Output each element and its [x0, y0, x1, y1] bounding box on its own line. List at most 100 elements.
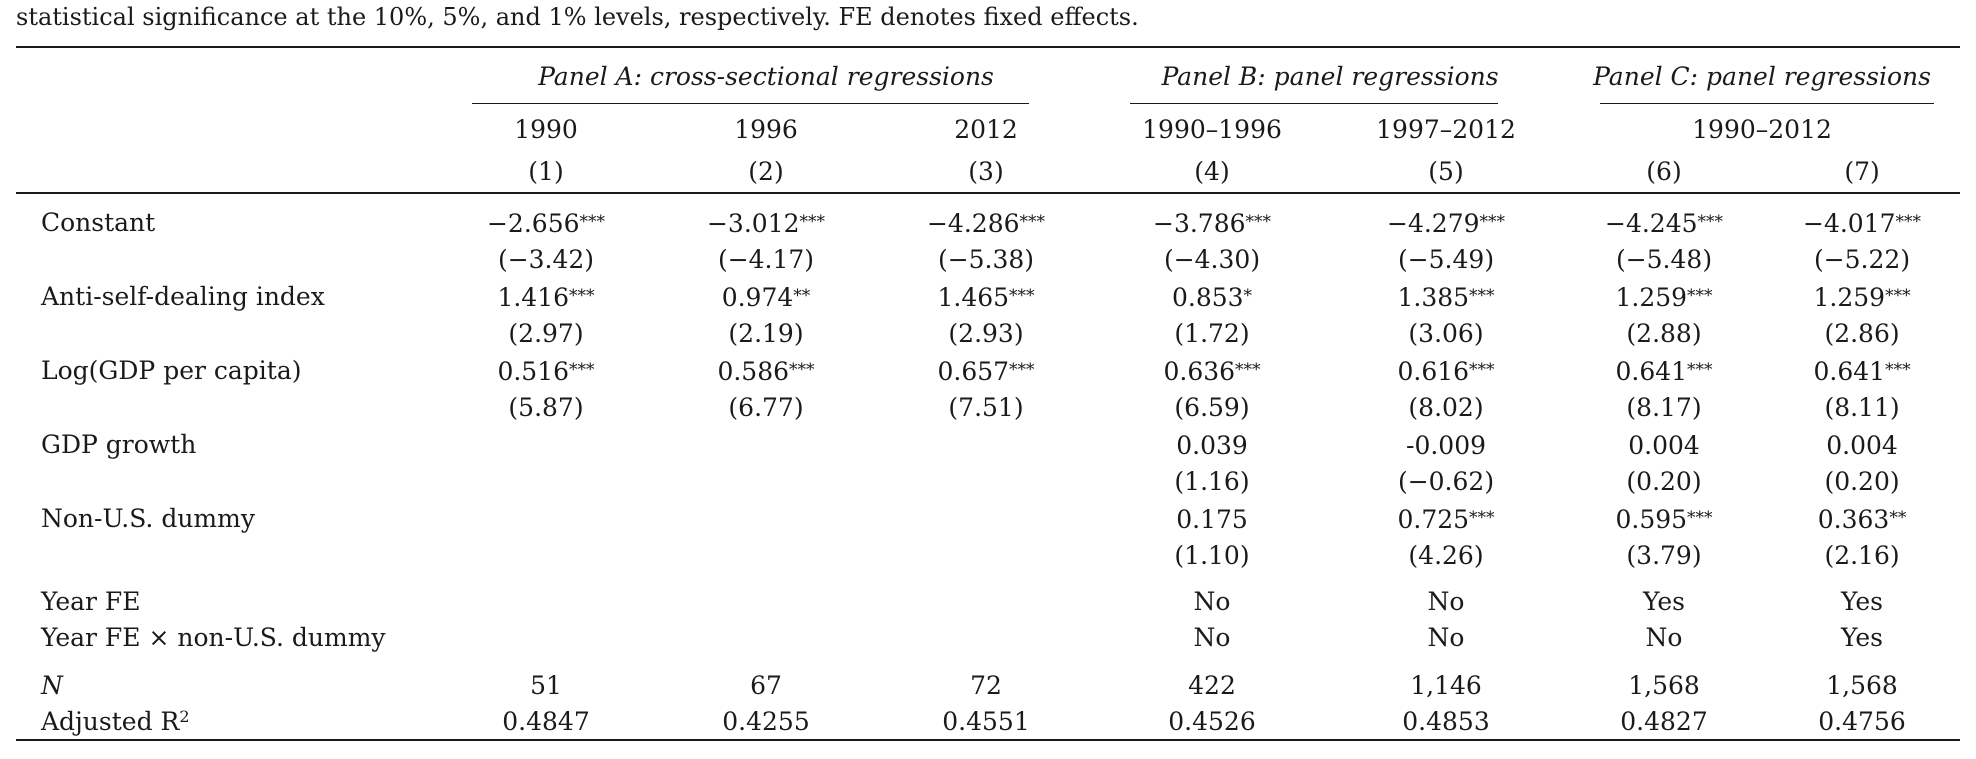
- table-row-gdp-growth-tstat: (1.16) (−0.62) (0.20) (0.20): [16, 464, 1960, 500]
- significance-stars: ***: [1479, 212, 1506, 232]
- regression-table: Panel A: cross-sectional regressions Pan…: [16, 52, 1960, 740]
- stat-cell: 51: [530, 671, 562, 700]
- coef-cell: [436, 426, 656, 464]
- t-stat-cell: (6.59): [1174, 393, 1250, 422]
- coef-cell: 1.259***: [1764, 278, 1960, 316]
- period-header: 1990–1996: [1142, 115, 1282, 144]
- t-stat-cell: [876, 464, 1096, 500]
- coef-value: 0.363: [1817, 505, 1890, 534]
- coef-value: 0.595: [1615, 505, 1688, 534]
- period-header: 1990–2012: [1692, 115, 1832, 144]
- significance-stars: ***: [569, 286, 595, 306]
- coef-value: 0.657: [937, 357, 1010, 386]
- coef-value: 1.385: [1397, 283, 1470, 312]
- coef-value: 0.616: [1397, 357, 1470, 386]
- t-stat-cell: (−3.42): [497, 245, 595, 274]
- coef-cell: [436, 500, 656, 538]
- table-row-constant: Constant −2.656*** −3.012*** −4.286*** −…: [16, 192, 1960, 242]
- table-row-constant-tstat: (−3.42) (−4.17) (−5.38) (−4.30) (−5.49) …: [16, 242, 1960, 278]
- table-row-anti-self-dealing: Anti-self-dealing index 1.416*** 0.974**…: [16, 278, 1960, 316]
- row-label: Year FE × non-U.S. dummy: [41, 623, 386, 652]
- t-stat-cell: (0.20): [1824, 467, 1900, 496]
- t-stat-cell: [876, 538, 1096, 574]
- coef-value: −4.286: [926, 209, 1020, 238]
- fe-cell: [656, 620, 876, 656]
- row-label: Constant: [41, 208, 156, 237]
- table-row-n: N 51 67 72 422 1,146 1,568 1,568: [16, 656, 1960, 704]
- row-label: Non-U.S. dummy: [41, 504, 255, 533]
- t-stat-cell: (5.87): [508, 393, 584, 422]
- coef-value: 0.039: [1176, 431, 1248, 460]
- table-caption: statistical significance at the 10%, 5%,…: [16, 3, 1139, 31]
- coef-cell: 0.004: [1764, 426, 1960, 464]
- period-header: 1997–2012: [1376, 115, 1516, 144]
- significance-stars: **: [1889, 508, 1907, 528]
- coef-cell: 0.725***: [1328, 500, 1564, 538]
- fe-cell: [876, 620, 1096, 656]
- stat-cell: 0.4853: [1402, 707, 1490, 736]
- fe-cell: [876, 574, 1096, 620]
- column-number: (5): [1428, 157, 1464, 186]
- coef-cell: −4.245***: [1564, 192, 1764, 242]
- top-rule: [16, 46, 1960, 48]
- column-number: (7): [1844, 157, 1880, 186]
- coef-cell: 0.595***: [1564, 500, 1764, 538]
- t-stat-cell: (2.93): [948, 319, 1024, 348]
- significance-stars: ***: [1235, 360, 1261, 380]
- stat-cell: 67: [750, 671, 782, 700]
- coef-cell: 1.416***: [436, 278, 656, 316]
- coef-cell: [876, 500, 1096, 538]
- table-row-year-fe-x-non-us: Year FE × non-U.S. dummy No No No Yes: [16, 620, 1960, 656]
- coef-value: −4.279: [1387, 209, 1480, 238]
- t-stat-cell: [436, 538, 656, 574]
- coef-cell: [656, 426, 876, 464]
- table-row-gdp-growth: GDP growth 0.039 -0.009 0.004 0.004: [16, 426, 1960, 464]
- t-stat-cell: (8.17): [1626, 393, 1702, 422]
- fe-cell: Yes: [1841, 623, 1883, 652]
- significance-stars: ***: [579, 212, 606, 232]
- column-number-row: (1) (2) (3) (4) (5) (6) (7): [16, 152, 1960, 192]
- panel-a-underline: [472, 103, 1029, 104]
- stat-cell: 0.4827: [1620, 707, 1708, 736]
- coef-value: 0.641: [1813, 357, 1886, 386]
- fe-cell: [436, 574, 656, 620]
- fe-cell: [436, 620, 656, 656]
- fe-cell: No: [1193, 587, 1231, 616]
- table-row-non-us-dummy: Non-U.S. dummy 0.175 0.725*** 0.595*** 0…: [16, 500, 1960, 538]
- coef-cell: 0.641***: [1564, 352, 1764, 390]
- t-stat-cell: (−5.49): [1397, 245, 1495, 274]
- stat-cell: 1,146: [1410, 671, 1482, 700]
- significance-stars: ***: [1697, 212, 1724, 232]
- table-row-year-fe: Year FE No No Yes Yes: [16, 574, 1960, 620]
- t-stat-cell: (−5.48): [1615, 245, 1713, 274]
- coef-cell: −4.286***: [876, 192, 1096, 242]
- coef-cell: 1.465***: [876, 278, 1096, 316]
- coef-value: -0.009: [1406, 431, 1487, 460]
- panel-c-title: Panel C: panel regressions: [1593, 62, 1931, 91]
- t-stat-cell: (−4.30): [1163, 245, 1261, 274]
- column-number: (1): [528, 157, 564, 186]
- stat-cell: 0.4255: [722, 707, 810, 736]
- coef-cell: 0.974**: [656, 278, 876, 316]
- coef-value: 0.516: [497, 357, 570, 386]
- fe-cell: Yes: [1841, 587, 1883, 616]
- fe-cell: Yes: [1643, 587, 1685, 616]
- t-stat-cell: (0.20): [1626, 467, 1702, 496]
- significance-stars: ***: [1885, 286, 1911, 306]
- coef-value: 1.259: [1615, 283, 1688, 312]
- coef-cell: −4.279***: [1328, 192, 1564, 242]
- stat-cell: 1,568: [1826, 671, 1898, 700]
- significance-stars: ***: [1245, 212, 1272, 232]
- coef-cell: 0.641***: [1764, 352, 1960, 390]
- coef-value: 1.416: [497, 283, 570, 312]
- t-stat-cell: (3.79): [1626, 541, 1702, 570]
- period-header: 2012: [954, 115, 1018, 144]
- row-label: Year FE: [41, 587, 141, 616]
- coef-cell: 1.385***: [1328, 278, 1564, 316]
- coef-value: 0.175: [1176, 505, 1248, 534]
- coef-value: 0.586: [717, 357, 790, 386]
- t-stat-cell: (7.51): [948, 393, 1024, 422]
- coef-cell: −3.786***: [1096, 192, 1328, 242]
- coef-cell: 0.616***: [1328, 352, 1564, 390]
- coef-cell: 0.363**: [1764, 500, 1960, 538]
